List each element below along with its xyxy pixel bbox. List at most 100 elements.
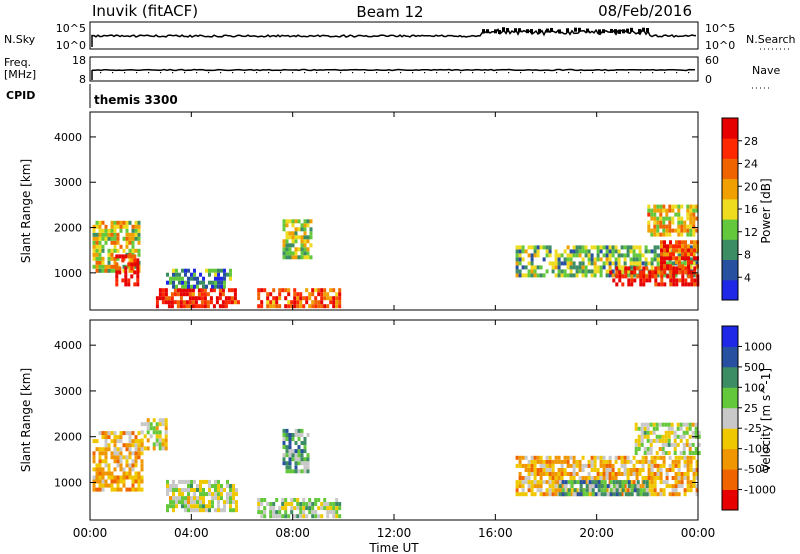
scatter-cell (294, 465, 298, 470)
scatter-cell (671, 459, 675, 464)
scatter-cell (288, 255, 292, 260)
scatter-cell (332, 288, 336, 293)
scatter-cell (92, 455, 96, 460)
scatter-cell (208, 479, 211, 484)
scatter-cell (293, 292, 297, 297)
nave-dot (292, 72, 294, 74)
scatter-cell (161, 288, 165, 293)
scatter-cell (637, 426, 641, 431)
scatter-cell (605, 253, 609, 258)
scatter-cell (655, 426, 659, 431)
scatter-cell (614, 249, 618, 254)
scatter-cell (566, 455, 570, 460)
scatter-cell (686, 208, 690, 213)
nsky-burst (498, 29, 501, 34)
scatter-cell (639, 488, 643, 493)
scatter-cell (282, 428, 286, 433)
scatter-cell (694, 430, 698, 435)
scatter-cell (560, 476, 564, 480)
scatter-cell (137, 439, 141, 444)
scatter-cell (632, 468, 636, 472)
scatter-cell (630, 274, 634, 279)
scatter-cell (674, 455, 678, 460)
scatter-cell (548, 476, 552, 480)
scatter-cell (294, 433, 298, 437)
scatter-cell (661, 434, 665, 439)
scatter-cell (668, 455, 672, 460)
scatter-cell (299, 510, 303, 515)
scatter-cell (230, 300, 234, 305)
scatter-cell (95, 439, 99, 444)
scatter-cell (573, 480, 577, 485)
scatter-cell (288, 457, 292, 462)
scatter-cell (530, 459, 534, 464)
scatter-cell (257, 510, 261, 515)
scatter-cell (169, 496, 172, 501)
scatter-cell (663, 240, 666, 245)
scatter-cell (548, 468, 552, 472)
scatter-cell (110, 487, 114, 492)
nave-dot (448, 72, 450, 74)
scatter-cell (518, 484, 522, 489)
scatter-cell (678, 248, 681, 253)
scatter-cell (689, 257, 693, 262)
scatter-cell (605, 472, 609, 476)
scatter-cell (98, 248, 102, 253)
scatter-cell (694, 447, 698, 451)
scatter-cell (291, 437, 295, 441)
scatter-cell (671, 484, 675, 489)
scatter-cell (332, 296, 336, 301)
scatter-cell (220, 280, 223, 285)
scatter-cell (530, 463, 534, 468)
scatter-cell (653, 488, 657, 493)
scatter-cell (674, 472, 678, 476)
scatter-cell (632, 480, 636, 485)
scatter-cell (662, 492, 666, 497)
scatter-cell (674, 212, 678, 217)
scatter-cell (257, 304, 261, 309)
scatter-cell (169, 276, 172, 281)
scatter-cell (155, 434, 159, 439)
scatter-cell (680, 232, 684, 237)
scatter-cell (158, 288, 162, 293)
scatter-cell (599, 472, 603, 476)
nsky-burst (586, 28, 589, 33)
scatter-cell (563, 269, 567, 274)
scatter-cell (581, 455, 585, 460)
scatter-cell (669, 252, 672, 257)
scatter-cell (584, 273, 588, 278)
scatter-cell (291, 231, 295, 236)
scatter-cell (140, 487, 144, 492)
scatter-cell (110, 483, 114, 488)
scatter-cell (618, 278, 622, 283)
scatter-cell (101, 451, 105, 456)
scatter-cell (572, 463, 576, 468)
scatter-cell (226, 484, 229, 488)
scatter-cell (665, 208, 669, 213)
scatter-cell (101, 435, 105, 440)
scatter-cell (98, 451, 102, 456)
scatter-cell (128, 264, 132, 269)
scatter-cell (113, 268, 117, 273)
scatter-cell (596, 472, 600, 476)
scatter-cell (600, 488, 604, 493)
scatter-cell (104, 451, 108, 456)
scatter-cell (640, 442, 644, 447)
scatter-cell (95, 220, 99, 225)
scatter-cell (98, 224, 102, 229)
scatter-cell (603, 488, 607, 493)
scatter-cell (655, 438, 659, 443)
scatter-cell (199, 492, 202, 497)
scatter-cell (596, 455, 600, 460)
scatter-cell (137, 475, 141, 480)
scatter-cell (690, 270, 694, 275)
scatter-cell (623, 245, 627, 250)
scatter-cell (272, 300, 276, 305)
y-tick-label: 2000 (54, 431, 82, 444)
scatter-cell (175, 484, 178, 488)
scatter-cell (155, 300, 159, 305)
scatter-cell (122, 431, 126, 436)
scatter-cell (545, 488, 549, 493)
scatter-cell (290, 300, 294, 305)
